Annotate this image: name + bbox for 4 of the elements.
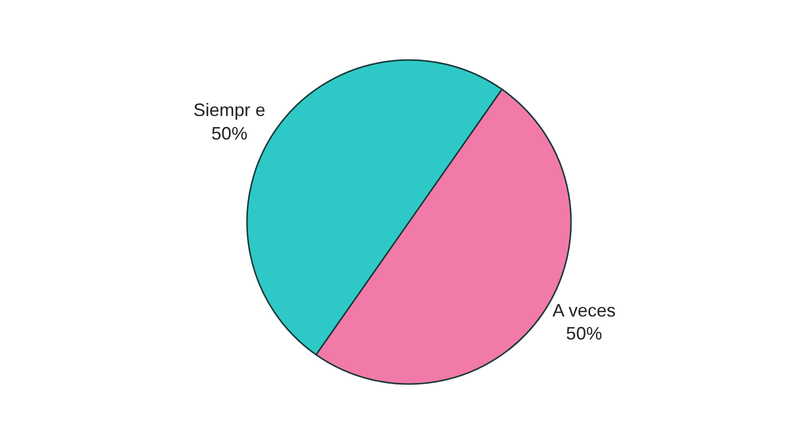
data-label: 50% [211,124,248,144]
slice-label: A veces [552,300,616,320]
slice-label: Siempr e [193,100,266,120]
data-label: 50% [566,324,602,344]
